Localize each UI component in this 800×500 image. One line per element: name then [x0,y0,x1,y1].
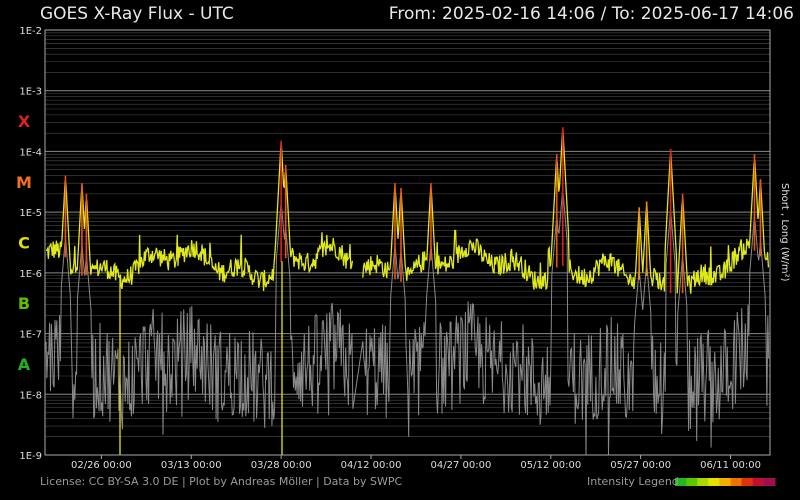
x-tick-label: 04/12 00:00 [341,460,402,471]
legend-label: Intensity Legend [587,475,679,488]
short-channel-line [45,189,770,456]
x-tick-label: 05/27 00:00 [610,460,671,471]
chart-title: GOES X-Ray Flux - UTC [40,4,234,24]
legend-swatch [675,478,687,486]
y-tick-label: 1E-2 [19,26,42,37]
x-tick-label: 06/11 00:00 [700,460,761,471]
legend-swatch [719,478,732,486]
legend-swatch [763,478,776,486]
long-channel-line [45,141,354,292]
flare-class-b: B [18,294,30,313]
series-long [45,127,770,455]
x-tick-label: 02/26 00:00 [71,460,132,471]
right-axis-label: Short , Long (W/m²) [779,183,790,282]
y-tick-label: 1E-4 [19,147,42,158]
legend-swatch [730,478,743,486]
flare-class-m: M [16,173,32,192]
y-tick-label: 1E-5 [19,208,42,219]
x-tick-label: 04/27 00:00 [430,460,491,471]
legend-swatch [752,478,765,486]
y-tick-label: 1E-6 [19,269,42,280]
y-axis-labels: 1E-2 1E-3 1E-4 1E-5 1E-6 1E-7 1E-8 1E-9 [19,26,42,462]
x-axis-labels: 02/26 00:00 03/13 00:00 03/28 00:00 04/12 0… [71,455,761,471]
license-text: License: CC BY-SA 3.0 DE | Plot by Andre… [40,475,403,488]
legend-swatch [697,478,709,486]
y-tick-label: 1E-8 [19,390,42,401]
legend-swatch [686,478,698,486]
intensity-legend-bar [675,478,776,486]
legend-swatch [708,478,720,486]
flare-class-x: X [18,112,31,131]
x-tick-label: 03/28 00:00 [251,460,312,471]
y-tick-label: 1E-9 [19,451,42,462]
y-tick-label: 1E-3 [19,87,42,98]
flare-class-labels: X M C B A [16,112,32,374]
long-channel-line [362,127,770,294]
date-range: From: 2025-02-16 14:06 / To: 2025-06-17 … [388,4,794,24]
x-tick-label: 03/13 00:00 [161,460,222,471]
series-short [45,189,770,456]
legend-swatch [741,478,754,486]
x-tick-label: 05/12 00:00 [520,460,581,471]
y-tick-label: 1E-7 [19,330,42,341]
flare-class-a: A [18,355,31,374]
flare-class-c: C [18,234,30,253]
plot-frame [44,29,771,456]
